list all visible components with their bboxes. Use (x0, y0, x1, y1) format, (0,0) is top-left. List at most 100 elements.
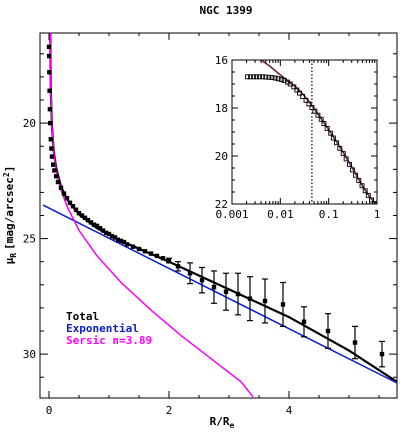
data-point (100, 228, 106, 233)
data-point (121, 239, 127, 245)
data-point (142, 249, 148, 254)
inset-data-point (257, 74, 262, 80)
inset-data-point (297, 90, 303, 96)
inset-data-point (330, 135, 336, 141)
inset-x-tick-label: 0.1 (319, 208, 339, 221)
inset-data-point (315, 112, 321, 118)
inset-data-point (347, 161, 352, 167)
inset-data-point (294, 87, 300, 93)
inset-data-point (365, 192, 371, 198)
inset-data-point (369, 197, 374, 203)
y-axis-label: μR[mag/arcsec2] (2, 166, 18, 265)
inset-data-point (275, 76, 281, 82)
y-tick-label: 30 (23, 348, 36, 361)
legend-entry-total: Total (66, 310, 99, 323)
data-point (47, 107, 53, 112)
inset-data-point (245, 74, 251, 80)
inset-background (232, 60, 377, 204)
inset-x-tick-label: 0.001 (215, 208, 248, 221)
inset-data-point (269, 75, 275, 80)
data-point (115, 237, 121, 242)
inset-data-point (328, 130, 334, 136)
data-point (76, 210, 82, 216)
data-point (130, 244, 136, 249)
data-point (85, 217, 91, 223)
inset-y-tick-label: 22 (215, 198, 228, 211)
inset-data-point (253, 74, 259, 80)
inset-data-point (337, 145, 343, 151)
inset-data-point (278, 76, 284, 82)
data-point (79, 213, 85, 218)
inset-data-point (272, 75, 278, 81)
inset-data-point (306, 101, 312, 107)
series-line-exponential (42, 204, 397, 384)
inset-data-point (251, 74, 257, 80)
inset-data-point (247, 74, 253, 80)
inset-y-tick-label: 16 (215, 54, 228, 67)
inset-data-point (287, 81, 293, 87)
inset-data-point (340, 151, 346, 157)
inset-data-point (300, 94, 306, 99)
data-point (325, 328, 331, 334)
data-point (124, 242, 130, 247)
data-point (67, 200, 73, 205)
legend-entry-exponential: Exponential (66, 322, 139, 335)
inset-data-point (266, 74, 272, 80)
inset-data-point (321, 121, 327, 127)
data-point (187, 271, 193, 276)
data-point (94, 223, 100, 229)
legend-entry-sersic: Sersic n=3.89 (66, 334, 152, 347)
data-point (58, 185, 64, 190)
inset-data-point (359, 183, 365, 189)
data-point (46, 53, 52, 59)
inset-data-point (324, 125, 330, 131)
inset-y-tick-label: 18 (215, 102, 228, 115)
data-point (262, 298, 268, 304)
data-point (54, 174, 59, 179)
data-point (154, 253, 160, 259)
data-point (175, 264, 181, 269)
inset-x-tick-label: 0.01 (267, 208, 294, 221)
inset-data-point (309, 105, 315, 110)
data-point (118, 238, 124, 244)
data-point (166, 258, 172, 263)
data-point (73, 207, 79, 212)
data-point (223, 289, 229, 294)
data-point (106, 231, 112, 237)
main-plot-area (42, 33, 397, 398)
data-point (52, 168, 57, 173)
data-point (160, 256, 166, 261)
inset-data-point (263, 74, 269, 80)
y-tick-label: 25 (23, 233, 36, 246)
data-point (64, 195, 70, 201)
data-point (211, 284, 217, 290)
data-point (55, 179, 61, 185)
data-point (47, 70, 52, 75)
data-point (352, 340, 358, 345)
y-tick-label: 20 (23, 117, 36, 130)
inset-data-point (291, 84, 297, 90)
chart-title: NGC 1399 (200, 4, 253, 17)
inset-data-point (312, 108, 318, 114)
inset-plot-area (245, 60, 377, 204)
data-point (82, 215, 88, 221)
data-point (97, 226, 103, 231)
inset-y-tick-label: 20 (215, 150, 228, 163)
data-point (51, 162, 56, 167)
data-point (88, 220, 94, 225)
data-point (46, 44, 52, 50)
inset-data-point (356, 178, 362, 183)
inset-data-point (362, 188, 368, 194)
x-tick-label: 2 (166, 404, 173, 417)
data-point (247, 296, 253, 301)
data-point (48, 137, 53, 142)
data-point (109, 234, 115, 239)
data-point (47, 88, 52, 93)
x-tick-label: 4 (286, 404, 293, 417)
inset-data-point (349, 167, 355, 173)
inset-plot-frame (231, 59, 378, 205)
x-tick-label: 0 (46, 404, 53, 417)
inset-data-point (343, 156, 349, 162)
data-point (49, 146, 54, 151)
legend: Total Exponential Sersic n=3.89 (66, 310, 152, 347)
